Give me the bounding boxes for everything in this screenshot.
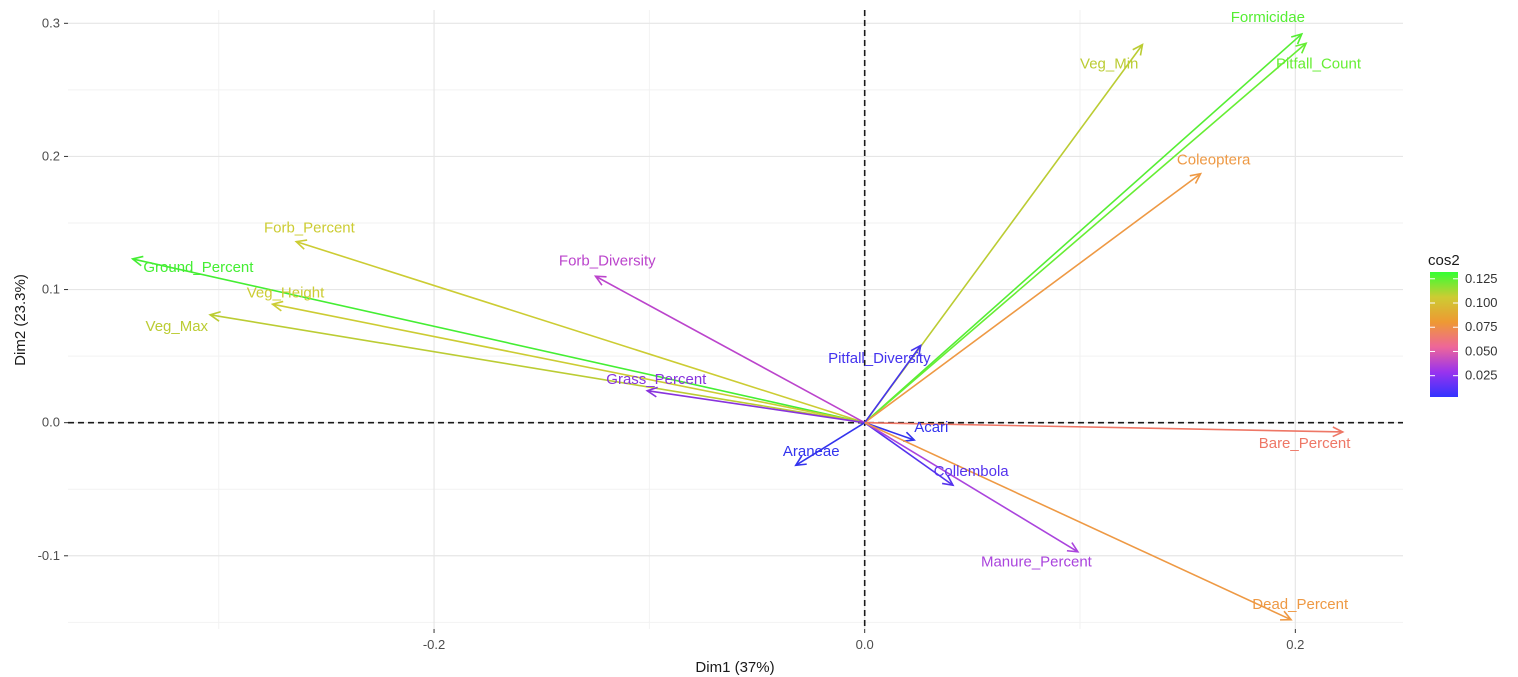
y-tick-label: 0.1 — [42, 282, 60, 297]
legend-tick-label: 0.100 — [1465, 295, 1498, 310]
arrow-forb-diversity — [595, 275, 866, 424]
arrowhead-coleoptera — [1189, 172, 1203, 184]
label-pitfall-diversity: Pitfall_Diversity — [828, 350, 931, 367]
arrowhead-ground-percent — [130, 255, 144, 267]
arrow-pitfall-count — [864, 42, 1307, 424]
arrow-pitfall-diversity — [864, 344, 922, 424]
arrowhead-forb-diversity — [593, 275, 607, 286]
arrow-bare-percent — [864, 421, 1343, 433]
label-veg-height: Veg_Height — [247, 285, 325, 302]
label-pitfall-count: Pitfall_Count — [1276, 56, 1362, 73]
arrow-araneae — [795, 421, 866, 466]
legend-tick-label: 0.125 — [1465, 271, 1498, 286]
reference-lines — [68, 10, 1403, 629]
arrow-forb-percent — [295, 240, 865, 424]
legend-ticks: 0.025 0.050 0.075 0.100 0.125 — [1430, 271, 1498, 383]
arrowhead-dead-percent — [1280, 610, 1293, 621]
y-tick-label: 0.0 — [42, 415, 60, 430]
label-collembola: Collembola — [934, 463, 1010, 480]
arrowhead-manure-percent — [1066, 542, 1080, 553]
label-bare-percent: Bare_Percent — [1259, 435, 1352, 452]
arrow-dead-percent — [864, 421, 1292, 621]
x-axis-ticks: -0.2 0.0 0.2 — [423, 629, 1304, 652]
label-forb-diversity: Forb_Diversity — [559, 253, 656, 270]
arrow-collembola — [864, 422, 954, 486]
arrow-acari — [864, 421, 915, 441]
arrow-coleoptera — [864, 173, 1202, 424]
y-tick-label: -0.1 — [38, 548, 60, 563]
variable-arrows — [130, 32, 1345, 621]
arrow-veg-max — [209, 314, 865, 424]
legend-title: cos2 — [1428, 252, 1460, 269]
y-axis-ticks: -0.1 0.0 0.1 0.2 0.3 — [38, 15, 68, 563]
x-tick-label: -0.2 — [423, 637, 445, 652]
legend-tick-label: 0.050 — [1465, 343, 1498, 358]
arrowhead-forb-percent — [294, 239, 308, 250]
arrow-grass-percent — [647, 389, 865, 424]
label-manure-percent: Manure_Percent — [981, 553, 1093, 570]
arrow-manure-percent — [864, 421, 1079, 553]
cos2-legend: cos2 0.025 0.050 0.075 0.100 0.125 — [1428, 252, 1498, 397]
arrowhead-veg-height — [270, 300, 284, 312]
y-tick-label: 0.3 — [42, 15, 60, 30]
x-tick-label: 0.0 — [856, 637, 874, 652]
arrowhead-pitfall-count — [1295, 42, 1308, 54]
x-axis-title: Dim1 (37%) — [695, 659, 774, 676]
label-veg-max: Veg_Max — [146, 318, 209, 335]
label-formicidae: Formicidae — [1231, 9, 1305, 26]
label-coleoptera: Coleoptera — [1177, 151, 1251, 168]
label-araneae: Araneae — [783, 443, 840, 460]
label-grass-percent: Grass_Percent — [606, 371, 707, 388]
legend-tick-label: 0.075 — [1465, 319, 1498, 334]
arrowhead-pitfall-diversity — [910, 343, 922, 357]
arrow-ground-percent — [132, 258, 865, 424]
variable-labels: Formicidae Pitfall_Count Veg_Min Coleoptera… — [143, 9, 1361, 613]
legend-tick-label: 0.025 — [1465, 368, 1498, 383]
label-dead-percent: Dead_Percent — [1252, 596, 1349, 613]
arrowhead-formicidae — [1290, 32, 1304, 45]
label-veg-min: Veg_Min — [1080, 56, 1138, 73]
arrowhead-acari — [903, 431, 916, 443]
arrow-formicidae — [864, 33, 1303, 424]
arrowhead-veg-min — [1132, 43, 1144, 56]
arrowhead-araneae — [794, 455, 807, 467]
y-tick-label: 0.2 — [42, 148, 60, 163]
arrowhead-bare-percent — [1332, 426, 1345, 438]
arrow-veg-height — [272, 303, 865, 424]
y-axis-title: Dim2 (23.3%) — [12, 274, 29, 366]
panel-background — [68, 10, 1403, 629]
label-ground-percent: Ground_Percent — [143, 259, 254, 276]
label-acari: Acari — [914, 419, 948, 436]
arrowhead-grass-percent — [645, 386, 658, 398]
label-forb-percent: Forb_Percent — [264, 219, 356, 236]
x-tick-label: 0.2 — [1286, 637, 1304, 652]
arrowhead-veg-max — [208, 310, 221, 322]
arrowhead-collembola — [941, 475, 955, 487]
legend-colorbar — [1430, 272, 1458, 397]
